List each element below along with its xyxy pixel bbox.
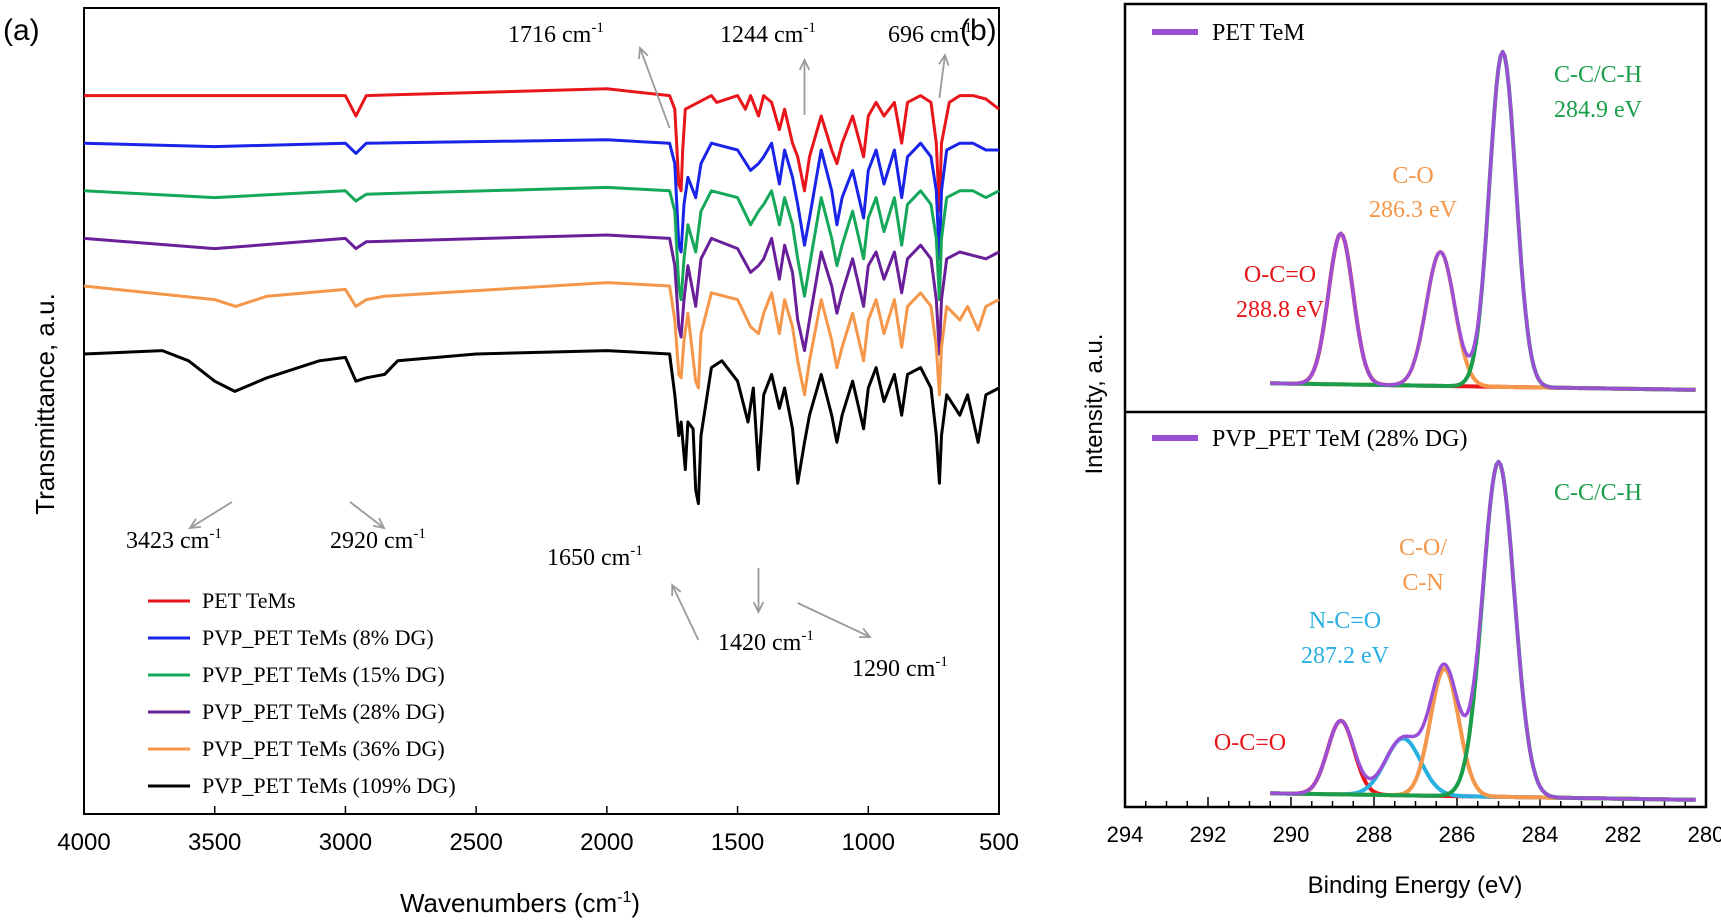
ftir-series-line [83, 281, 1000, 397]
xps-y-axis-label: Intensity, a.u. [1081, 334, 1108, 475]
ftir-arrow-head [671, 583, 682, 597]
xps-x-tick-label: 284 [1522, 822, 1559, 847]
ftir-arrow-head [752, 601, 765, 615]
xps-x-tick-label: 282 [1605, 822, 1642, 847]
ftir-plot-frame [83, 7, 1000, 815]
ftir-legend-label: PVP_PET TeMs (109% DG) [202, 773, 456, 798]
xps-plot-frame [1123, 2, 1708, 809]
ftir-peak-annotation: 2920 cm-1 [330, 526, 426, 554]
ftir-x-tick-label: 4000 [57, 829, 110, 856]
ftir-arrow-line [797, 602, 871, 638]
xps-component-peak [1270, 736, 1696, 802]
ftir-x-axis-label: Wavenumbers (cm-1) [400, 888, 640, 918]
xps-peak-label: O-C=O [1214, 730, 1286, 756]
ftir-x-tick-label: 3000 [319, 829, 372, 856]
xps-plot: 294 292 290 288 286 284 282 280 O-C=O 288.8 eV C-… [1081, 2, 1721, 899]
ftir-legend-label: PVP_PET TeMs (15% DG) [202, 662, 445, 687]
ftir-series-line [84, 87, 1000, 213]
xps-x-axis: 294 292 290 288 286 284 282 280 [1107, 797, 1721, 847]
ftir-x-tick-label: 1500 [711, 829, 764, 856]
ftir-series-line [83, 138, 999, 261]
xps-envelope-line [1270, 459, 1696, 802]
ftir-legend-label: PVP_PET TeMs (28% DG) [202, 699, 445, 724]
ftir-arrow-line [671, 584, 700, 641]
ftir-series-line [83, 349, 1000, 506]
ftir-annotation-arrows [188, 46, 950, 641]
xps-x-tick-label: 280 [1688, 822, 1721, 847]
xps-peak-label: C-O/ [1399, 535, 1447, 561]
xps-peak-label: O-C=O [1244, 262, 1316, 288]
ftir-x-tick-label: 2000 [580, 829, 633, 856]
ftir-series [83, 87, 1000, 506]
ftir-plot: 4000 3500 3000 2500 2000 1500 1000 500 1716 cm-… [30, 7, 1019, 918]
ftir-x-axis: 4000 3500 3000 2500 2000 1500 1000 500 [57, 806, 1019, 856]
xps-peak-label-value: 287.2 eV [1301, 643, 1390, 669]
ftir-peak-annotation: 1420 cm-1 [718, 628, 814, 656]
ftir-arrow-line [189, 501, 233, 529]
xps-peak-label-value: 284.9 eV [1554, 97, 1643, 123]
ftir-peak-annotation: 3423 cm-1 [126, 526, 222, 554]
xps-x-tick-label: 290 [1273, 822, 1310, 847]
ftir-arrow-line [938, 54, 946, 99]
xps-x-tick-label: 294 [1107, 822, 1144, 847]
ftir-arrow-head [188, 518, 202, 530]
xps-x-tick-label: 288 [1356, 822, 1393, 847]
xps-peak-label-value: 286.3 eV [1369, 197, 1458, 223]
xps-envelope-line [1270, 50, 1696, 392]
xps-peak-label-value: C-N [1402, 570, 1443, 596]
ftir-annotations: 1716 cm-1 1244 cm-1 696 cm-1 3423 cm-1 2920 … [126, 20, 972, 682]
ftir-arrow-line [639, 47, 671, 129]
xps-legend: PET TeM PVP_PET TeM (28% DG) [1152, 20, 1467, 452]
ftir-legend-label: PVP_PET TeMs (8% DG) [202, 625, 434, 650]
ftir-peak-annotation: 1716 cm-1 [508, 20, 604, 48]
ftir-x-tick-label: 500 [979, 829, 1019, 856]
xps-peak-label-value: 288.8 eV [1236, 297, 1325, 323]
ftir-arrow-head [798, 57, 811, 71]
xps-peak-label: N-C=O [1309, 608, 1381, 634]
xps-legend-label: PVP_PET TeM (28% DG) [1212, 426, 1467, 452]
ftir-peak-annotation: 1650 cm-1 [547, 543, 643, 571]
ftir-legend: PET TeMs PVP_PET TeMs (8% DG) PVP_PET TeMs… [148, 588, 456, 798]
ftir-legend-label: PET TeMs [202, 588, 296, 613]
ftir-y-axis-label: Transmittance, a.u. [30, 293, 60, 515]
ftir-arrow-head [858, 627, 872, 639]
ftir-x-tick-label: 2500 [449, 829, 502, 856]
xps-peak-label: C-O [1392, 163, 1433, 189]
xps-x-tick-label: 292 [1190, 822, 1227, 847]
ftir-arrow-head [638, 46, 649, 60]
ftir-arrow-head [373, 517, 386, 530]
ftir-series-line [83, 233, 1000, 356]
xps-peak-label: C-C/C-H [1554, 62, 1642, 88]
xps-series [1270, 49, 1696, 802]
ftir-arrow-head [938, 52, 950, 66]
panel-b-label: (b) [960, 14, 997, 47]
xps-peak-label: C-C/C-H [1554, 480, 1642, 506]
xps-x-tick-label: 286 [1439, 822, 1476, 847]
ftir-x-tick-label: 3500 [188, 829, 241, 856]
ftir-arrow-line [349, 501, 385, 529]
ftir-legend-label: PVP_PET TeMs (36% DG) [202, 736, 445, 761]
ftir-series-line [83, 185, 1000, 302]
ftir-x-tick-label: 1000 [842, 829, 895, 856]
xps-peak-labels: O-C=O 288.8 eV C-O 286.3 eV C-C/C-H 284.9 eV O… [1214, 62, 1643, 756]
ftir-peak-annotation: 696 cm-1 [888, 20, 972, 48]
xps-legend-label: PET TeM [1212, 20, 1305, 46]
ftir-peak-annotation: 1290 cm-1 [852, 654, 948, 682]
panel-a-label: (a) [3, 14, 40, 47]
xps-x-axis-label: Binding Energy (eV) [1308, 872, 1523, 899]
ftir-peak-annotation: 1244 cm-1 [720, 20, 816, 48]
